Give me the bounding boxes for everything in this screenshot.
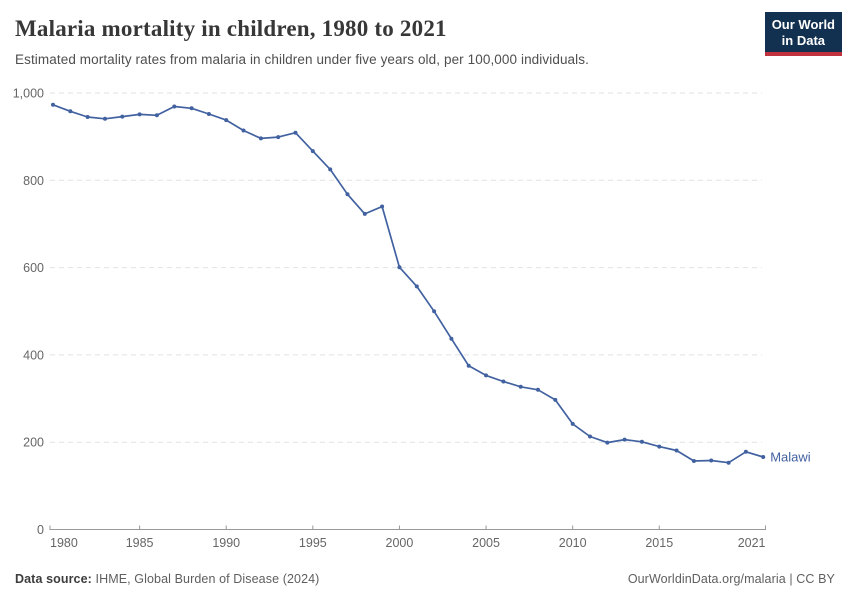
data-point[interactable]: [691, 459, 696, 463]
x-tick-label: 1980: [50, 536, 78, 550]
data-point[interactable]: [726, 460, 731, 465]
x-tick-label: 1995: [299, 536, 327, 550]
data-point[interactable]: [501, 379, 506, 384]
data-source: Data source: IHME, Global Burden of Dise…: [15, 572, 319, 586]
y-tick-label: 0: [37, 523, 44, 537]
x-tick-label: 1990: [212, 536, 240, 550]
data-point[interactable]: [466, 363, 471, 368]
owid-logo-line1: Our World: [771, 17, 835, 32]
x-tick-label: 1985: [126, 536, 154, 550]
data-point[interactable]: [761, 455, 766, 459]
data-point[interactable]: [120, 114, 125, 119]
data-point[interactable]: [639, 439, 644, 444]
x-tick-label: 2000: [386, 536, 414, 550]
y-tick-label: 1,000: [13, 87, 44, 101]
data-point[interactable]: [743, 449, 748, 454]
data-point[interactable]: [414, 284, 419, 289]
data-point[interactable]: [137, 112, 142, 117]
data-point[interactable]: [674, 448, 679, 453]
data-point[interactable]: [258, 136, 263, 141]
chart-subtitle: Estimated mortality rates from malaria i…: [15, 52, 589, 67]
data-point[interactable]: [276, 135, 281, 140]
data-point[interactable]: [103, 116, 107, 121]
y-gridlines: [50, 92, 762, 443]
data-point[interactable]: [622, 437, 627, 442]
data-point[interactable]: [380, 204, 385, 209]
data-point[interactable]: [345, 192, 350, 197]
data-point[interactable]: [397, 265, 402, 270]
data-point[interactable]: [570, 421, 575, 426]
y-tick-label: 800: [23, 174, 44, 188]
data-point[interactable]: [172, 104, 177, 109]
data-point[interactable]: [51, 102, 55, 107]
attribution[interactable]: OurWorldinData.org/malaria | CC BY: [627, 572, 835, 586]
data-point[interactable]: [189, 106, 194, 111]
data-point[interactable]: [657, 444, 662, 449]
y-tick-label: 200: [23, 436, 44, 450]
y-axis-labels: 0 200 400 600 800 1,000: [13, 87, 44, 538]
data-point[interactable]: [588, 434, 592, 439]
chart-header: Malaria mortality in children, 1980 to 2…: [15, 12, 842, 67]
data-point[interactable]: [154, 113, 159, 118]
data-point[interactable]: [432, 309, 437, 314]
data-point[interactable]: [605, 440, 610, 445]
data-point[interactable]: [310, 149, 315, 154]
data-point[interactable]: [484, 373, 488, 378]
x-axis-labels: 1980 1985 1990 1995 2000 2005 2010 2015 2021: [50, 536, 766, 550]
data-point[interactable]: [241, 128, 246, 133]
page-title: Malaria mortality in children, 1980 to 2…: [15, 16, 447, 41]
x-tick-label: 2015: [645, 536, 673, 550]
y-tick-label: 600: [23, 261, 44, 275]
data-point[interactable]: [362, 211, 367, 216]
chart-footer: Data source: IHME, Global Burden of Dise…: [15, 572, 835, 586]
owid-logo-line2: in Data: [781, 33, 826, 48]
series-points: [51, 102, 766, 465]
series-end-label: Malawi: [770, 450, 811, 465]
data-source-value: IHME, Global Burden of Disease (2024): [95, 572, 320, 586]
data-point[interactable]: [709, 458, 714, 463]
data-point[interactable]: [85, 115, 90, 119]
data-point[interactable]: [293, 130, 298, 135]
data-point[interactable]: [553, 397, 558, 402]
y-tick-label: 400: [23, 348, 44, 362]
x-tick-label: 2005: [472, 536, 500, 550]
x-tick-label: 2010: [559, 536, 587, 550]
data-point[interactable]: [68, 109, 73, 114]
data-point[interactable]: [206, 112, 211, 116]
data-point[interactable]: [518, 384, 523, 389]
x-tick-label: 2021: [738, 536, 766, 550]
data-point[interactable]: [449, 336, 454, 341]
data-point[interactable]: [328, 167, 333, 172]
data-point[interactable]: [536, 387, 540, 392]
series-line-malawi[interactable]: [51, 102, 766, 465]
owid-logo[interactable]: Our World in Data: [764, 12, 842, 56]
x-axis: [49, 525, 766, 530]
data-source-label: Data source:: [15, 572, 92, 586]
data-point[interactable]: [224, 118, 229, 123]
